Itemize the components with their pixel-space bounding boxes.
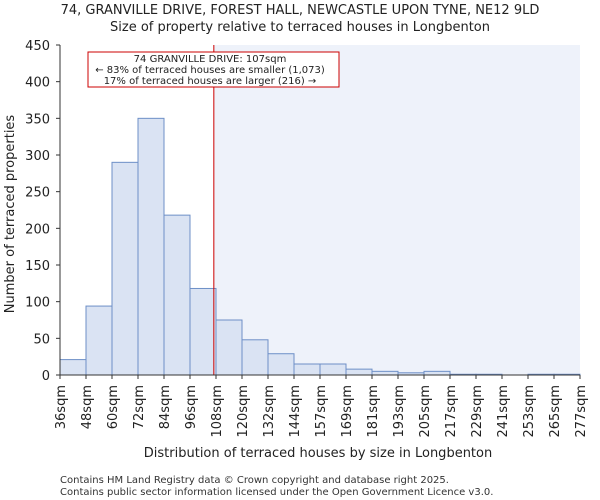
- annotation-line1: 74 GRANVILLE DRIVE: 107sqm: [134, 54, 287, 65]
- x-tick-label-132sqm: 132sqm: [262, 385, 277, 438]
- x-tick-label-265sqm: 265sqm: [548, 385, 563, 438]
- bar-48sqm: [85, 305, 113, 376]
- x-tick-label-181sqm: 181sqm: [366, 385, 381, 438]
- x-tick-label-72sqm: 72sqm: [132, 385, 147, 429]
- y-tick-label-200: 200: [25, 222, 50, 237]
- y-tick-label-350: 350: [25, 112, 50, 127]
- bar-181sqm: [371, 370, 399, 376]
- x-tick-label-169sqm: 169sqm: [340, 385, 355, 438]
- y-tick-label-0: 0: [42, 369, 50, 384]
- x-tick-label-108sqm: 108sqm: [210, 385, 225, 438]
- x-tick-label-144sqm: 144sqm: [288, 385, 303, 438]
- footer-line2: Contains public sector information licen…: [60, 487, 493, 498]
- x-axis-label: Distribution of terraced houses by size …: [144, 446, 492, 461]
- x-tick-label-36sqm: 36sqm: [54, 385, 69, 429]
- x-axis-ticks: 36sqm 48sqm 60sqm 72sqm 84sqm 96sqm 108sqm 120s…: [54, 375, 589, 438]
- footer-line1: Contains HM Land Registry data © Crown c…: [60, 475, 449, 486]
- bar-96sqm: [189, 287, 217, 376]
- x-tick-label-253sqm: 253sqm: [522, 385, 537, 438]
- y-tick-label-150: 150: [25, 259, 50, 274]
- bar-84sqm: [163, 214, 191, 376]
- chart-title-line1: 74, GRANVILLE DRIVE, FOREST HALL, NEWCAS…: [61, 3, 540, 18]
- bar-72sqm: [137, 117, 165, 376]
- x-tick-label-241sqm: 241sqm: [496, 385, 511, 438]
- annotation-box: 74 GRANVILLE DRIVE: 107sqm ← 83% of terr…: [87, 51, 340, 88]
- bar-108sqm: [215, 319, 243, 376]
- x-tick-label-205sqm: 205sqm: [418, 385, 433, 438]
- bar-132sqm: [267, 353, 295, 376]
- y-tick-label-50: 50: [33, 332, 50, 347]
- bar-205sqm: [423, 370, 451, 376]
- y-axis-label: Number of terraced properties: [3, 115, 18, 314]
- x-tick-label-120sqm: 120sqm: [236, 385, 251, 438]
- bar-120sqm: [241, 339, 269, 376]
- larger-region-background: [213, 45, 581, 375]
- y-tick-label-400: 400: [25, 76, 50, 91]
- y-axis-ticks: 0 50 100 150 200 250 300 350 400 450: [25, 39, 60, 384]
- annotation-line2: ← 83% of terraced houses are smaller (1,…: [95, 65, 325, 76]
- x-tick-label-277sqm: 277sqm: [574, 385, 589, 438]
- x-tick-label-157sqm: 157sqm: [314, 385, 329, 438]
- x-tick-label-60sqm: 60sqm: [106, 385, 121, 429]
- x-tick-label-96sqm: 96sqm: [184, 385, 199, 429]
- x-tick-label-193sqm: 193sqm: [392, 385, 407, 438]
- bar-144sqm: [293, 363, 321, 376]
- y-tick-label-100: 100: [25, 296, 50, 311]
- bars: [59, 117, 581, 376]
- x-tick-label-229sqm: 229sqm: [470, 385, 485, 438]
- bar-169sqm: [345, 368, 373, 376]
- chart-title-line2: Size of property relative to terraced ho…: [110, 20, 490, 35]
- bar-36sqm: [59, 359, 87, 376]
- bar-60sqm: [111, 161, 139, 376]
- y-tick-label-300: 300: [25, 149, 50, 164]
- x-tick-label-217sqm: 217sqm: [444, 385, 459, 438]
- y-tick-label-450: 450: [25, 39, 50, 54]
- x-tick-label-84sqm: 84sqm: [158, 385, 173, 429]
- annotation-border: [87, 51, 340, 88]
- bar-157sqm: [319, 363, 347, 376]
- y-tick-label-250: 250: [25, 186, 50, 201]
- x-tick-label-48sqm: 48sqm: [80, 385, 95, 429]
- annotation-line3: 17% of terraced houses are larger (216) …: [104, 76, 317, 87]
